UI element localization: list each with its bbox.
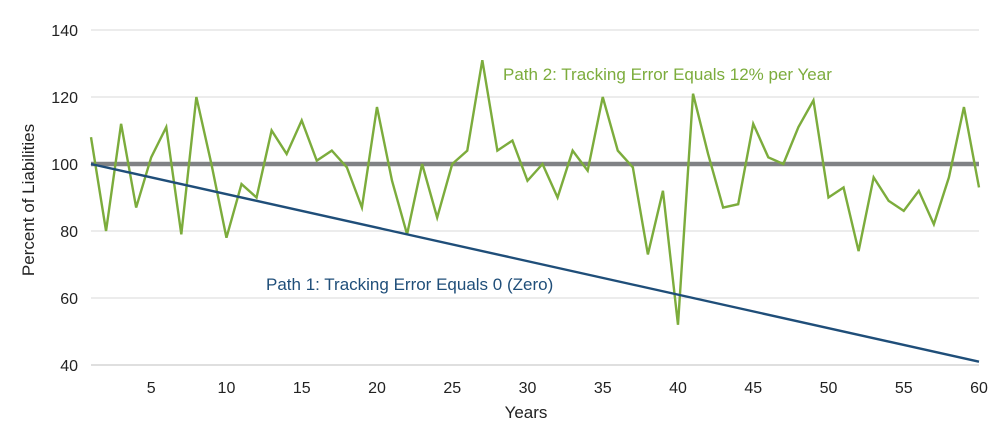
x-tick-label: 60	[970, 380, 988, 397]
x-axis-title: Years	[505, 403, 548, 422]
x-tick-label: 5	[147, 380, 156, 397]
tick-labels: 40 60 80 100 120 140 5 10 15 20 25 30 35 40 45 50 55 60	[51, 23, 988, 397]
x-tick-label: 55	[895, 380, 913, 397]
y-tick-label: 60	[60, 291, 78, 308]
path-2-annotation: Path 2: Tracking Error Equals 12% per Ye…	[503, 65, 832, 84]
series-layer	[89, 59, 981, 363]
x-tick-label: 10	[218, 380, 236, 397]
x-tick-label: 25	[443, 380, 461, 397]
y-axis-title: Percent of Liabilities	[19, 124, 38, 276]
y-tick-label: 40	[60, 358, 78, 375]
x-tick-label: 30	[519, 380, 537, 397]
series-path-2-line	[89, 59, 981, 325]
y-tick-label: 140	[51, 23, 78, 40]
x-tick-label: 20	[368, 380, 386, 397]
y-tick-label: 80	[60, 224, 78, 241]
x-tick-label: 50	[820, 380, 838, 397]
x-tick-label: 35	[594, 380, 612, 397]
y-tick-label: 100	[51, 157, 78, 174]
series-path-1-line	[90, 162, 980, 363]
y-tick-label: 120	[51, 90, 78, 107]
path-1-annotation: Path 1: Tracking Error Equals 0 (Zero)	[266, 275, 553, 294]
x-tick-label: 15	[293, 380, 311, 397]
x-tick-label: 45	[744, 380, 762, 397]
x-tick-label: 40	[669, 380, 687, 397]
